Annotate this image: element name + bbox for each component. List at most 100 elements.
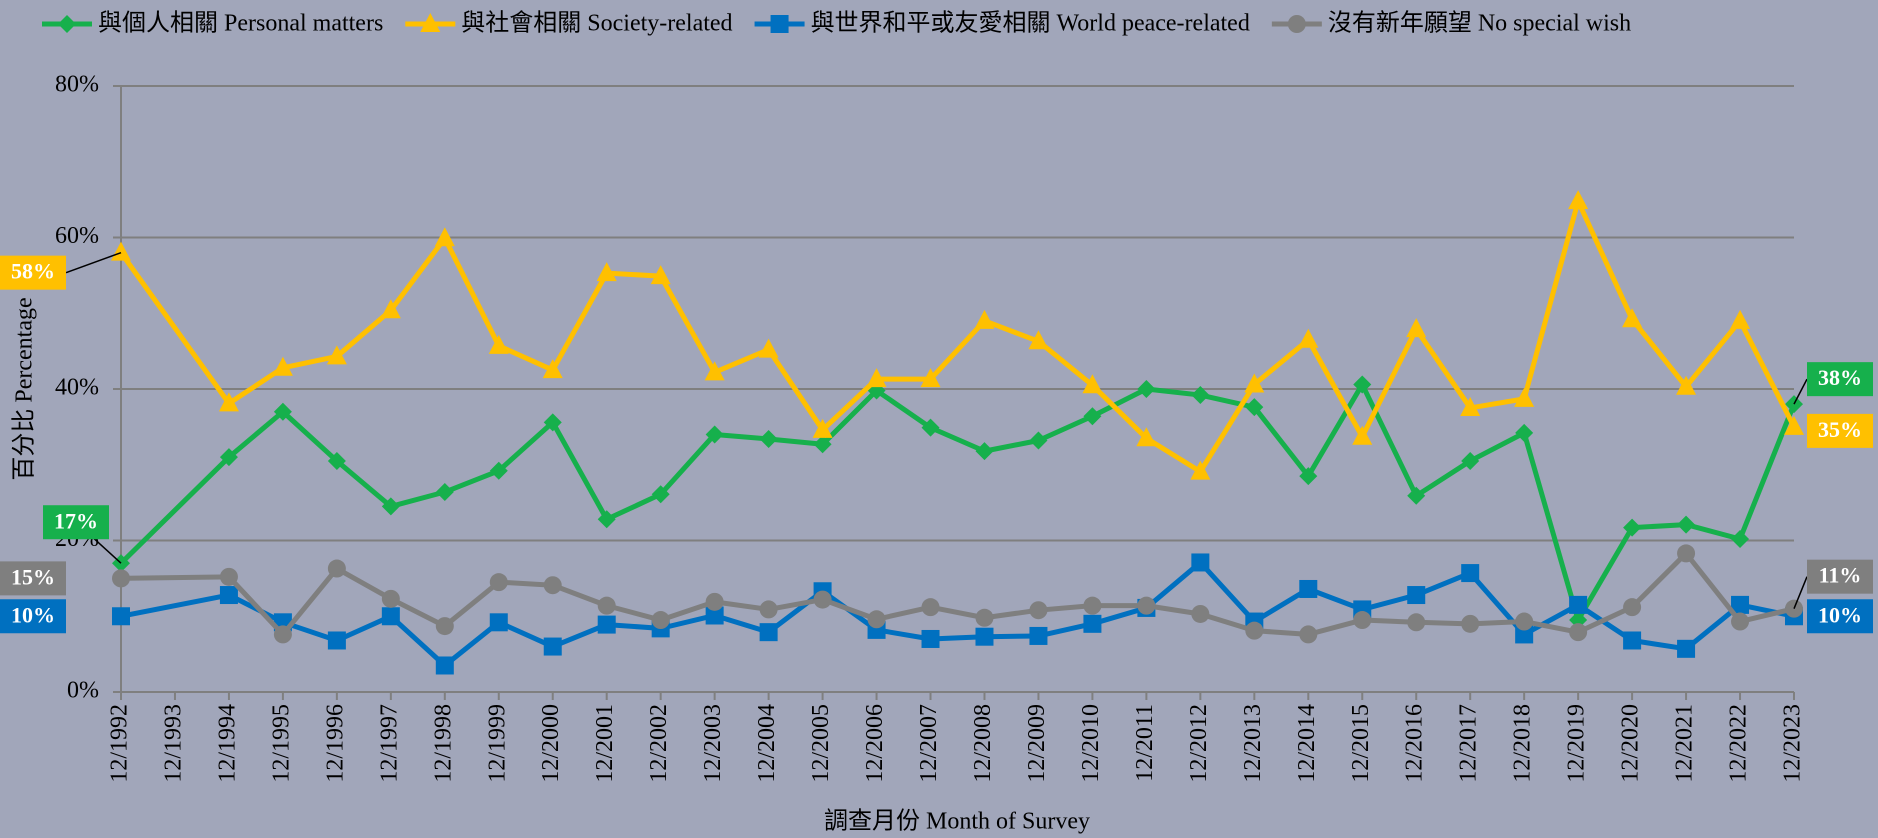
point <box>1083 614 1102 633</box>
line-segment <box>118 250 232 406</box>
point <box>381 589 400 608</box>
point <box>327 559 346 578</box>
point <box>705 425 724 444</box>
point <box>597 615 616 634</box>
x-tick-label: 12/2010 <box>1078 704 1104 783</box>
point <box>1514 387 1535 407</box>
line-segment <box>1197 559 1257 625</box>
point <box>1190 460 1211 480</box>
point <box>1136 427 1157 447</box>
data-label: 38% <box>1818 365 1862 390</box>
point <box>1083 407 1102 426</box>
legend-label: 沒有新年願望 No special wish <box>1328 10 1631 37</box>
point <box>1244 373 1265 393</box>
point <box>1515 625 1534 644</box>
line-segment <box>226 574 286 637</box>
point <box>543 637 562 656</box>
x-tick-label: 12/1993 <box>160 704 186 783</box>
line-segment <box>1467 430 1527 464</box>
line-segment <box>1197 611 1257 634</box>
point <box>111 241 131 261</box>
point <box>327 631 346 650</box>
line-segment <box>766 347 826 433</box>
point <box>543 413 562 432</box>
x-axis-title: 調查月份 Month of Survey <box>824 808 1090 835</box>
line-segment <box>442 468 502 495</box>
point <box>218 392 239 412</box>
point <box>1730 309 1751 329</box>
line-segment <box>1197 381 1257 475</box>
line-segment <box>658 599 718 623</box>
point <box>1731 612 1750 631</box>
x-tick-label: 12/2006 <box>862 704 888 783</box>
line-segment <box>1683 522 1743 542</box>
point <box>273 402 292 421</box>
point <box>1407 486 1426 505</box>
point <box>542 359 563 379</box>
point <box>1460 396 1481 416</box>
series <box>112 544 1803 644</box>
line-segment <box>1575 604 1635 635</box>
line-segment <box>1359 326 1419 440</box>
data-label: 17% <box>54 508 98 533</box>
point <box>1569 595 1588 614</box>
point <box>327 451 346 470</box>
x-tick-label: 12/2012 <box>1186 704 1212 783</box>
point <box>381 607 400 626</box>
x-tick-label: 12/2013 <box>1240 704 1266 783</box>
line-segment <box>1089 386 1149 419</box>
line-segment <box>1359 381 1419 499</box>
point <box>759 429 778 448</box>
line-segment <box>1413 458 1473 499</box>
legend-marker <box>770 15 789 33</box>
point <box>651 485 670 504</box>
point <box>1245 398 1264 417</box>
line-segment <box>1305 381 1365 479</box>
point <box>1569 623 1588 642</box>
x-tick-label: 12/2011 <box>1132 704 1158 782</box>
data-label: 10% <box>11 602 55 627</box>
point <box>219 586 238 605</box>
line-segment <box>928 604 987 621</box>
point <box>1353 611 1372 630</box>
line-segment <box>1521 430 1581 623</box>
point <box>1784 415 1804 435</box>
leader-line <box>1793 378 1808 405</box>
line-segment <box>604 603 664 623</box>
point <box>1299 625 1318 644</box>
label-box <box>0 561 66 596</box>
line-segment <box>1143 435 1203 475</box>
x-tick-label: 12/1992 <box>107 704 133 783</box>
point <box>1461 564 1480 583</box>
x-tick-label: 12/2017 <box>1456 704 1482 783</box>
leader-line <box>1793 576 1808 609</box>
point <box>975 608 994 627</box>
x-tick-label: 12/2000 <box>538 704 564 783</box>
line-segment <box>280 566 340 637</box>
line-segment <box>820 376 880 433</box>
line-segment <box>1629 522 1689 531</box>
point <box>1515 612 1534 631</box>
point <box>489 613 508 632</box>
point <box>1407 613 1426 632</box>
point <box>920 368 941 388</box>
x-tick-label: 12/2003 <box>700 704 726 783</box>
line-segment <box>1143 603 1203 617</box>
data-label: 35% <box>1818 417 1862 442</box>
point <box>1029 431 1048 450</box>
line-segment <box>820 597 880 622</box>
x-tick-label: 12/1994 <box>214 704 240 783</box>
point <box>1137 596 1156 615</box>
point <box>1407 586 1426 605</box>
line-segment <box>1251 628 1311 637</box>
line-segment <box>1035 603 1095 613</box>
line-segment <box>226 409 286 460</box>
line-segment <box>334 458 394 509</box>
point <box>1028 330 1049 350</box>
point <box>1298 328 1319 348</box>
point <box>1623 598 1642 617</box>
line-segment <box>604 270 664 279</box>
line-segment <box>1575 198 1635 322</box>
point <box>651 611 670 630</box>
point <box>435 617 454 636</box>
